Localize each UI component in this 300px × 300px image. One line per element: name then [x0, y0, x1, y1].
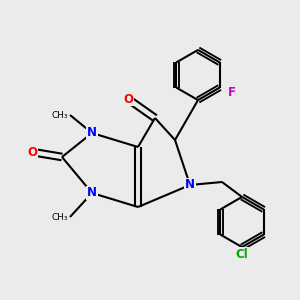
Text: F: F: [228, 85, 236, 98]
Text: N: N: [185, 178, 195, 191]
Text: Cl: Cl: [236, 248, 248, 261]
Text: N: N: [87, 187, 97, 200]
Text: CH₃: CH₃: [51, 212, 68, 221]
Text: O: O: [27, 146, 37, 158]
Text: O: O: [123, 92, 133, 106]
Text: CH₃: CH₃: [51, 110, 68, 119]
Text: N: N: [87, 127, 97, 140]
